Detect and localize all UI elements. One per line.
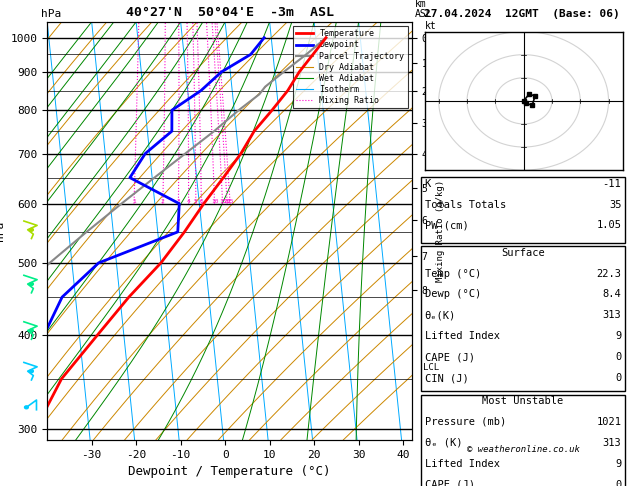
Text: Dewp (°C): Dewp (°C) — [425, 290, 481, 299]
Text: © weatheronline.co.uk: © weatheronline.co.uk — [467, 445, 579, 454]
Text: -11: -11 — [603, 179, 621, 189]
Text: kt: kt — [425, 21, 437, 31]
Text: 3: 3 — [177, 199, 181, 204]
Text: 0: 0 — [615, 373, 621, 383]
Text: 9: 9 — [615, 331, 621, 341]
Text: 0: 0 — [615, 480, 621, 486]
Text: 35: 35 — [609, 200, 621, 209]
Text: LCL: LCL — [423, 363, 439, 372]
Text: km
ASL: km ASL — [415, 0, 433, 19]
Text: Lifted Index: Lifted Index — [425, 459, 499, 469]
X-axis label: Dewpoint / Temperature (°C): Dewpoint / Temperature (°C) — [128, 465, 331, 478]
Text: 15: 15 — [219, 199, 226, 204]
Text: Surface: Surface — [501, 248, 545, 258]
Text: θₑ (K): θₑ (K) — [425, 438, 462, 448]
Text: 0: 0 — [615, 352, 621, 362]
Text: CAPE (J): CAPE (J) — [425, 480, 474, 486]
Text: 8.4: 8.4 — [603, 290, 621, 299]
Text: 1: 1 — [132, 199, 136, 204]
Y-axis label: hPa: hPa — [0, 221, 5, 241]
Text: 9: 9 — [615, 459, 621, 469]
Text: Temp (°C): Temp (°C) — [425, 269, 481, 278]
Text: 20: 20 — [223, 199, 231, 204]
Text: 10: 10 — [211, 199, 218, 204]
Text: 1.05: 1.05 — [596, 221, 621, 230]
Text: CAPE (J): CAPE (J) — [425, 352, 474, 362]
Text: PW (cm): PW (cm) — [425, 221, 469, 230]
Text: 1021: 1021 — [596, 417, 621, 427]
Text: 2: 2 — [161, 199, 165, 204]
Legend: Temperature, Dewpoint, Parcel Trajectory, Dry Adiabat, Wet Adiabat, Isotherm, Mi: Temperature, Dewpoint, Parcel Trajectory… — [293, 26, 408, 108]
Text: 4: 4 — [187, 199, 191, 204]
Text: 313: 313 — [603, 311, 621, 320]
Text: 40°27'N  50°04'E  -3m  ASL: 40°27'N 50°04'E -3m ASL — [126, 6, 333, 19]
Text: hPa: hPa — [41, 9, 61, 19]
Text: 5: 5 — [194, 199, 198, 204]
Text: K: K — [425, 179, 431, 189]
Text: 22.3: 22.3 — [596, 269, 621, 278]
Text: Most Unstable: Most Unstable — [482, 396, 564, 406]
Text: 6: 6 — [199, 199, 203, 204]
Text: Totals Totals: Totals Totals — [425, 200, 506, 209]
Text: 27.04.2024  12GMT  (Base: 06): 27.04.2024 12GMT (Base: 06) — [424, 9, 620, 19]
Text: CIN (J): CIN (J) — [425, 373, 469, 383]
Text: 25: 25 — [226, 199, 234, 204]
Text: Pressure (mb): Pressure (mb) — [425, 417, 506, 427]
Text: Mixing Ratio (g/kg): Mixing Ratio (g/kg) — [436, 180, 445, 282]
Text: θₑ(K): θₑ(K) — [425, 311, 456, 320]
Text: 313: 313 — [603, 438, 621, 448]
Text: Lifted Index: Lifted Index — [425, 331, 499, 341]
